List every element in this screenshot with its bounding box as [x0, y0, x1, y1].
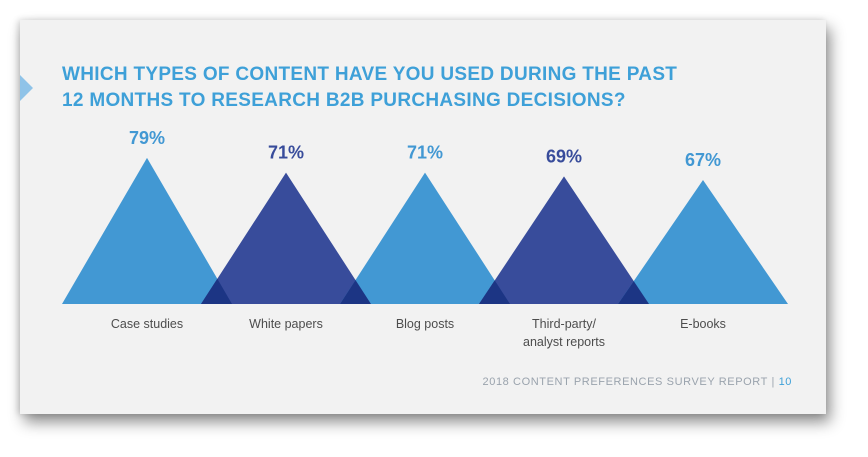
value-label-3: 71%: [407, 143, 443, 163]
triangle-mark-2: [201, 172, 371, 304]
report-footer: 2018 CONTENT PREFERENCES SURVEY REPORT |…: [483, 376, 792, 388]
value-label-2: 71%: [268, 143, 304, 163]
triangle-overlap-2: [340, 280, 371, 304]
triangle-mark-5: [618, 180, 788, 304]
category-label-line: Third-party/: [532, 317, 596, 331]
triangle-mark-4: [479, 176, 649, 304]
triangle-mark-3: [340, 172, 510, 304]
value-label-5: 67%: [685, 150, 721, 170]
category-label-line: E-books: [680, 317, 726, 331]
triangle-overlap-4: [618, 281, 649, 304]
category-label-3: Blog posts: [396, 317, 454, 331]
footer-separator: |: [771, 376, 775, 388]
chart-title: WHICH TYPES OF CONTENT HAVE YOU USED DUR…: [62, 62, 782, 114]
footer-page-number: 10: [778, 376, 792, 388]
value-label-4: 69%: [546, 146, 582, 166]
category-label-line: Case studies: [111, 317, 183, 331]
category-label-line: analyst reports: [523, 335, 605, 349]
category-label-line: Blog posts: [396, 317, 454, 331]
footer-report-name: 2018 CONTENT PREFERENCES SURVEY REPORT: [482, 376, 768, 388]
category-label-line: White papers: [249, 317, 323, 331]
value-label-1: 79%: [129, 128, 165, 148]
triangle-overlap-1: [201, 278, 232, 304]
triangle-mark-1: [62, 157, 232, 304]
category-label-1: Case studies: [111, 317, 183, 331]
report-slide: WHICH TYPES OF CONTENT HAVE YOU USED DUR…: [20, 20, 826, 414]
chart-title-line-2: 12 MONTHS TO RESEARCH B2B PURCHASING DEC…: [62, 90, 626, 111]
triangle-chart: 79% 71% 71% 69% 67% Case studies White papers…: [62, 128, 788, 349]
triangle-overlap-3: [479, 280, 510, 304]
accent-arrow-icon: [20, 75, 33, 101]
category-label-5: E-books: [680, 317, 726, 331]
chart-title-line-1: WHICH TYPES OF CONTENT HAVE YOU USED DUR…: [62, 64, 678, 85]
category-label-4: Third-party/analyst reports: [523, 317, 605, 349]
category-label-2: White papers: [249, 317, 323, 331]
